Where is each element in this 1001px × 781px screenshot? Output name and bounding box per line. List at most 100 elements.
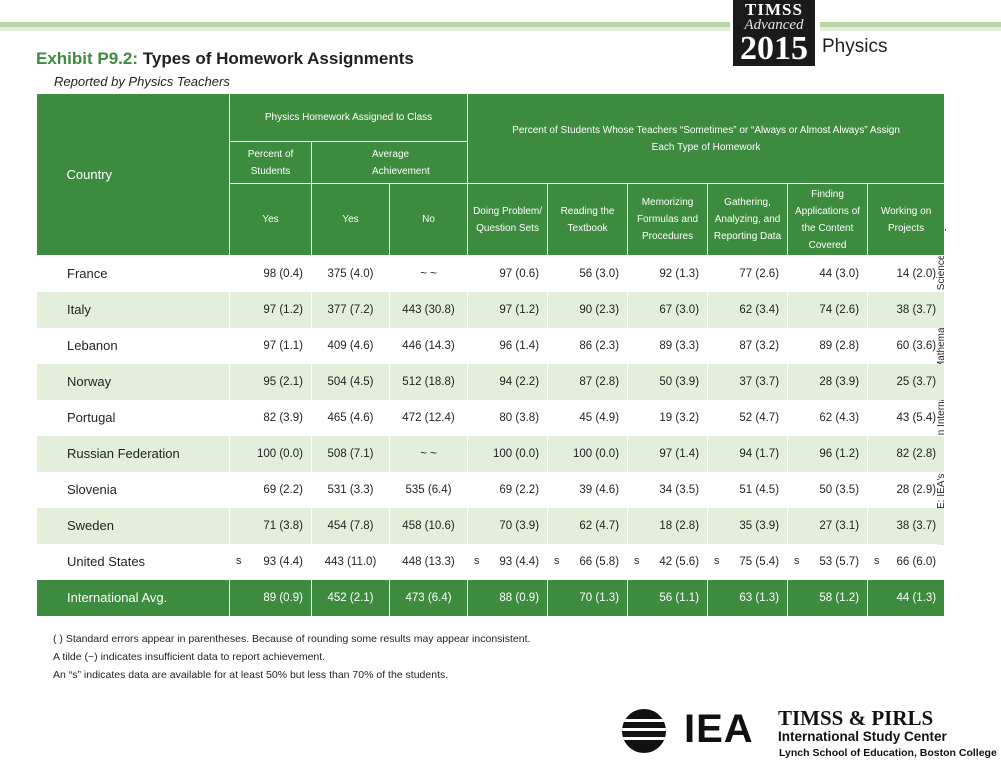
problem-sets-cell: 88 (0.9) bbox=[467, 579, 549, 616]
yes-achievement-cell: 508 (7.1) bbox=[311, 435, 390, 472]
memorizing-cell: 92 (1.3) bbox=[627, 255, 709, 292]
country-cell: France bbox=[36, 255, 230, 292]
value: 66 (5.8) bbox=[579, 555, 620, 568]
logo-line2: Advanced bbox=[744, 17, 804, 33]
yes-percent-cell: 97 (1.2) bbox=[229, 291, 312, 328]
footnote-tilde: A tilde (~) indicates insufficient data … bbox=[53, 651, 326, 663]
gathering-cell: 51 (4.5) bbox=[707, 471, 789, 508]
applications-cell: 89 (2.8) bbox=[787, 327, 869, 364]
problem-sets-cell: 100 (0.0) bbox=[467, 435, 549, 472]
subject-label: Physics bbox=[822, 36, 888, 57]
memorizing-cell: 19 (3.2) bbox=[627, 399, 709, 436]
col-gathering: Gathering, Analyzing, and Reporting Data bbox=[707, 183, 789, 256]
country-cell: Slovenia bbox=[36, 471, 230, 508]
applications-cell: s 53 (5.7) bbox=[787, 543, 869, 580]
school-name: Lynch School of Education, Boston Colleg… bbox=[779, 747, 997, 759]
logo-year: 2015 bbox=[740, 30, 808, 67]
no-achievement-cell: 458 (10.6) bbox=[388, 507, 469, 544]
textbook-cell: 87 (2.8) bbox=[547, 363, 629, 400]
yes-achievement-cell: 375 (4.0) bbox=[311, 255, 390, 292]
logo-line1: TIMSS bbox=[745, 0, 803, 19]
study-center-name: International Study Center bbox=[778, 729, 947, 744]
applications-cell: 58 (1.2) bbox=[787, 579, 869, 616]
homework-types-table: Country Physics Homework Assigned to Cla… bbox=[36, 93, 946, 616]
data-flag: s bbox=[714, 554, 720, 567]
applications-cell: 62 (4.3) bbox=[787, 399, 869, 436]
yes-percent-cell: 89 (0.9) bbox=[229, 579, 312, 616]
col-memorizing: Memorizing Formulas and Procedures bbox=[627, 183, 709, 256]
gathering-cell: s 75 (5.4) bbox=[707, 543, 789, 580]
gathering-cell: 37 (3.7) bbox=[707, 363, 789, 400]
textbook-cell: 90 (2.3) bbox=[547, 291, 629, 328]
memorizing-cell: s 42 (5.6) bbox=[627, 543, 709, 580]
table-row: Lebanon 97 (1.1) 409 (4.6) 446 (14.3) 96… bbox=[36, 327, 946, 364]
problem-sets-cell: 97 (0.6) bbox=[467, 255, 549, 292]
col-textbook: Reading the Textbook bbox=[547, 183, 629, 256]
table-row: Russian Federation 100 (0.0) 508 (7.1) ~… bbox=[36, 435, 946, 472]
textbook-cell: 45 (4.9) bbox=[547, 399, 629, 436]
col-yes-achievement: Yes bbox=[311, 183, 390, 256]
yes-achievement-cell: 452 (2.1) bbox=[311, 579, 390, 616]
projects-cell: 60 (3.6) bbox=[867, 327, 946, 364]
problem-sets-cell: 80 (3.8) bbox=[467, 399, 549, 436]
projects-cell: 44 (1.3) bbox=[867, 579, 946, 616]
applications-cell: 96 (1.2) bbox=[787, 435, 869, 472]
timss-advanced-logo: TIMSS Advanced 2015 bbox=[733, 0, 815, 66]
memorizing-cell: 89 (3.3) bbox=[627, 327, 709, 364]
country-cell: Portugal bbox=[36, 399, 230, 436]
table-row: Slovenia 69 (2.2) 531 (3.3) 535 (6.4) 69… bbox=[36, 471, 946, 508]
no-achievement-cell: ~ ~ bbox=[388, 255, 469, 292]
yes-percent-cell: 95 (2.1) bbox=[229, 363, 312, 400]
footnotes: ( ) Standard errors appear in parenthese… bbox=[53, 630, 530, 684]
no-achievement-cell: 448 (13.3) bbox=[388, 543, 469, 580]
yes-achievement-cell: 454 (7.8) bbox=[311, 507, 390, 544]
projects-cell: 38 (3.7) bbox=[867, 507, 946, 544]
yes-achievement-cell: 465 (4.6) bbox=[311, 399, 390, 436]
col-projects: Working on Projects bbox=[867, 183, 946, 256]
textbook-cell: 100 (0.0) bbox=[547, 435, 629, 472]
yes-achievement-cell: 377 (7.2) bbox=[311, 291, 390, 328]
data-flag: s bbox=[236, 554, 242, 567]
projects-cell: 14 (2.0) bbox=[867, 255, 946, 292]
exhibit-number: Exhibit P9.2: bbox=[36, 49, 139, 68]
projects-cell: s 66 (6.0) bbox=[867, 543, 946, 580]
footnote-s-flag: An “s” indicates data are available for … bbox=[53, 669, 449, 681]
gathering-cell: 94 (1.7) bbox=[707, 435, 789, 472]
table-row: Sweden 71 (3.8) 454 (7.8) 458 (10.6) 70 … bbox=[36, 507, 946, 544]
exhibit-title: Exhibit P9.2: Types of Homework Assignme… bbox=[36, 49, 414, 69]
percent-types-group-header: Percent of Students Whose Teachers “Some… bbox=[467, 93, 946, 184]
data-flag: s bbox=[794, 554, 800, 567]
no-achievement-cell: ~ ~ bbox=[388, 435, 469, 472]
no-achievement-cell: 472 (12.4) bbox=[388, 399, 469, 436]
iea-logo-text: IEA bbox=[684, 707, 754, 751]
yes-achievement-cell: 443 (11.0) bbox=[311, 543, 390, 580]
gathering-cell: 62 (3.4) bbox=[707, 291, 789, 328]
gathering-cell: 77 (2.6) bbox=[707, 255, 789, 292]
assigned-group-header: Physics Homework Assigned to Class bbox=[228, 93, 469, 142]
yes-percent-cell: 82 (3.9) bbox=[229, 399, 312, 436]
problem-sets-cell: 97 (1.2) bbox=[467, 291, 549, 328]
data-flag: s bbox=[634, 554, 640, 567]
textbook-cell: 56 (3.0) bbox=[547, 255, 629, 292]
projects-cell: 38 (3.7) bbox=[867, 291, 946, 328]
yes-percent-cell: 97 (1.1) bbox=[229, 327, 312, 364]
top-rule-right bbox=[820, 22, 1001, 31]
problem-sets-cell: s 93 (4.4) bbox=[467, 543, 549, 580]
applications-cell: 44 (3.0) bbox=[787, 255, 869, 292]
no-achievement-cell: 473 (6.4) bbox=[388, 579, 469, 616]
memorizing-cell: 97 (1.4) bbox=[627, 435, 709, 472]
country-cell: Italy bbox=[36, 291, 230, 328]
col-no-achievement: No bbox=[388, 183, 469, 256]
table-row: Portugal 82 (3.9) 465 (4.6) 472 (12.4) 8… bbox=[36, 399, 946, 436]
applications-cell: 27 (3.1) bbox=[787, 507, 869, 544]
yes-achievement-cell: 531 (3.3) bbox=[311, 471, 390, 508]
col-applications: Finding Applications of the Content Cove… bbox=[787, 183, 869, 256]
applications-cell: 28 (3.9) bbox=[787, 363, 869, 400]
country-cell: Norway bbox=[36, 363, 230, 400]
top-rule bbox=[0, 22, 730, 31]
problem-sets-cell: 96 (1.4) bbox=[467, 327, 549, 364]
yes-achievement-cell: 504 (4.5) bbox=[311, 363, 390, 400]
textbook-cell: 70 (1.3) bbox=[547, 579, 629, 616]
table-row: United States s 93 (4.4) 443 (11.0) 448 (… bbox=[36, 543, 946, 580]
yes-percent-cell: s 93 (4.4) bbox=[229, 543, 312, 580]
